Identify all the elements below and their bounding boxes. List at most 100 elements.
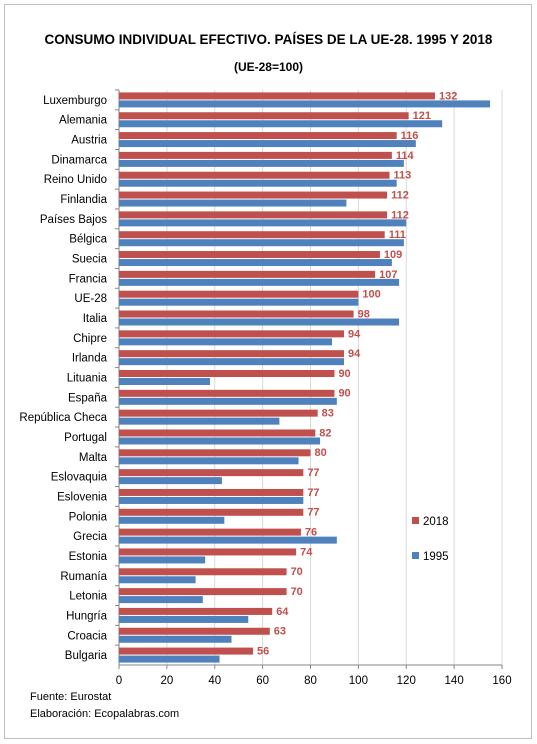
bar-2018: [119, 508, 304, 516]
data-label: 77: [307, 507, 319, 519]
x-axis-ticks: 0 20 40 60 80 100 120 140 160: [116, 675, 512, 687]
bar-2018: [119, 151, 392, 159]
bar-2018: [119, 231, 385, 239]
credit-text: Elaboración: Ecopalabras.com: [30, 708, 180, 720]
category-label: Letonia: [69, 591, 107, 603]
data-label: 77: [307, 467, 319, 479]
category-label: UE-28: [74, 293, 107, 305]
x-tick-label: 80: [304, 675, 317, 687]
bar-2018: [119, 548, 297, 556]
bar-1995: [119, 437, 321, 445]
bar-1995: [119, 596, 203, 604]
source-text: Fuente: Eurostat: [30, 691, 112, 703]
bar-2018: [119, 251, 380, 259]
data-label: 112: [391, 189, 409, 201]
data-label: 70: [291, 566, 303, 578]
bar-2018: [119, 627, 270, 635]
data-label: 76: [305, 527, 317, 539]
category-label: Finlandia: [60, 194, 107, 206]
category-label: Bélgica: [69, 234, 107, 246]
data-label: 80: [315, 447, 327, 459]
x-tick-label: 120: [397, 675, 416, 687]
bar-1995: [119, 457, 299, 465]
bar-1995: [119, 477, 222, 485]
x-tick-label: 160: [492, 675, 511, 687]
legend-label-2018: 2018: [423, 516, 449, 528]
bar-1995: [119, 576, 196, 584]
bar-1995: [119, 278, 400, 286]
category-label: Malta: [79, 452, 108, 464]
bar-1995: [119, 556, 206, 564]
bar-2018: [119, 191, 388, 199]
bar-1995: [119, 219, 407, 227]
bar-2018: [119, 449, 311, 457]
data-label: 56: [257, 645, 269, 657]
bar-1995: [119, 298, 359, 306]
bar-1995: [119, 536, 337, 544]
category-label: Eslovenia: [57, 491, 107, 503]
legend-label-1995: 1995: [423, 551, 449, 563]
data-label: 94: [348, 348, 361, 360]
bar-1995: [119, 179, 397, 187]
data-label: 113: [393, 170, 411, 182]
bar-1995: [119, 120, 443, 128]
legend-swatch-1995: [412, 552, 419, 559]
x-tick-label: 140: [445, 675, 464, 687]
bar-1995: [119, 417, 280, 425]
bar-2018: [119, 290, 359, 298]
bar-1995: [119, 159, 404, 167]
bar-1995: [119, 100, 491, 108]
data-label: 63: [274, 626, 286, 638]
bar-1995: [119, 338, 333, 346]
category-label: Dinamarca: [51, 154, 107, 166]
data-label: 77: [307, 487, 319, 499]
bar-2018: [119, 370, 335, 377]
legend: 2018 1995: [412, 516, 449, 563]
chart-source: Fuente: Eurostat Elaboración: Ecopalabra…: [30, 689, 179, 723]
chart-subtitle: (UE-28=100): [233, 60, 304, 74]
data-label: 109: [384, 249, 402, 261]
category-label: Lituania: [67, 373, 108, 385]
category-label: Países Bajos: [40, 214, 107, 226]
bar-2018: [119, 211, 388, 219]
bar-2018: [119, 270, 376, 278]
data-label: 98: [358, 308, 370, 320]
category-label: Rumanía: [60, 571, 107, 583]
category-label: España: [68, 392, 108, 404]
category-label: Grecia: [73, 531, 107, 543]
category-label: Suecia: [72, 254, 108, 266]
category-label: Polonia: [69, 511, 108, 523]
bar-2018: [119, 112, 409, 120]
data-label: 70: [291, 586, 303, 598]
data-label: 114: [396, 150, 415, 162]
bar-2018: [119, 92, 435, 100]
category-label: Estonia: [69, 551, 108, 563]
legend-swatch-2018: [412, 517, 419, 524]
bar-2018: [119, 528, 301, 536]
bar-1995: [119, 318, 400, 326]
bar-1995: [119, 635, 232, 643]
bar-2018: [119, 310, 354, 318]
bars: [119, 92, 491, 663]
category-label: Alemania: [59, 115, 108, 127]
bar-2018: [119, 389, 335, 397]
data-labels: 132 121 116 114 113 112 112 111 109 107 100 98 94 94 9…: [257, 90, 457, 657]
bar-2018: [119, 647, 254, 655]
data-label: 82: [319, 427, 331, 439]
data-label: 111: [389, 229, 406, 241]
bar-2018: [119, 568, 287, 576]
bar-2018: [119, 488, 304, 496]
bar-2018: [119, 409, 318, 417]
bar-1995: [119, 358, 345, 366]
data-label: 132: [439, 90, 457, 102]
bar-2018: [119, 350, 345, 358]
data-label: 94: [348, 328, 361, 340]
bar-1995: [119, 496, 304, 504]
bar-1995: [119, 397, 337, 405]
bar-2018: [119, 132, 397, 140]
category-label: Portugal: [64, 432, 107, 444]
bar-2018: [119, 469, 304, 477]
category-label: Irlanda: [72, 353, 108, 365]
category-labels: Luxemburgo Alemania Austria Dinamarca Reino …: [19, 89, 119, 662]
